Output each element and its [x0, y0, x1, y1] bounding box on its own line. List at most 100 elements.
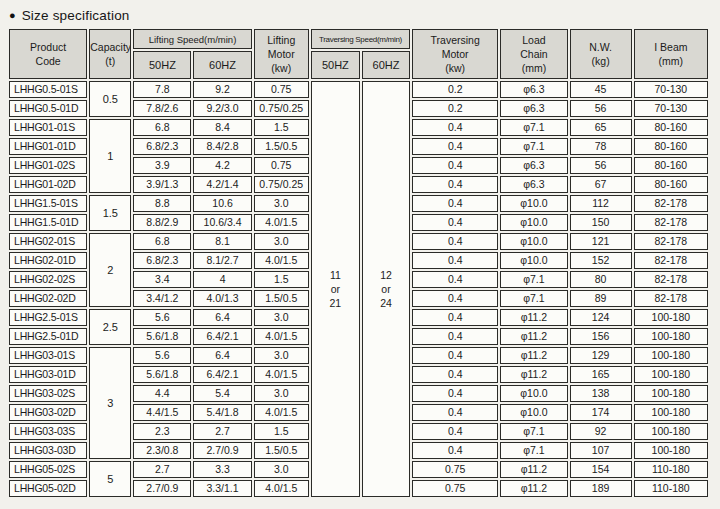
cell-lifting-speed-60hz: 9.2/3.0: [193, 100, 251, 117]
cell-lifting-speed-60hz: 2.7: [193, 423, 251, 440]
cell-product-code: LHHG0.5-01S: [9, 81, 87, 98]
cell-product-code: LHHG01-02S: [9, 157, 87, 174]
cell-traversing-motor: 0.2: [412, 100, 498, 117]
cell-lifting-speed-60hz: 3.3: [193, 461, 251, 478]
document-page: ● Size specification Product Code Capaci…: [0, 0, 720, 499]
cell-load-chain: φ7.1: [500, 423, 567, 440]
cell-lifting-motor: 3.0: [254, 195, 309, 212]
cell-traversing-motor: 0.4: [412, 442, 498, 459]
cell-nw: 107: [570, 442, 632, 459]
cell-i-beam: 110-180: [634, 480, 708, 497]
cell-capacity: 1.5: [89, 195, 131, 231]
cell-capacity: 0.5: [89, 81, 131, 117]
cell-nw: 112: [570, 195, 632, 212]
header-lifting-50hz: 50HZ: [133, 51, 191, 79]
cell-lifting-speed-60hz: 2.7/0.9: [193, 442, 251, 459]
cell-nw: 152: [570, 252, 632, 269]
cell-lifting-speed-50hz: 3.4: [133, 271, 191, 288]
header-lifting-60hz: 60HZ: [193, 51, 251, 79]
cell-capacity: 5: [89, 461, 131, 497]
cell-load-chain: φ6.3: [500, 81, 567, 98]
cell-traversing-motor: 0.75: [412, 461, 498, 478]
cell-lifting-motor: 0.75/0.25: [254, 100, 309, 117]
cell-i-beam: 82-178: [634, 271, 708, 288]
cell-lifting-motor: 1.5: [254, 119, 309, 136]
cell-nw: 56: [570, 157, 632, 174]
cell-i-beam: 100-180: [634, 442, 708, 459]
cell-load-chain: φ11.2: [500, 309, 567, 326]
cell-product-code: LHHG1.5-01D: [9, 214, 87, 231]
cell-i-beam: 80-160: [634, 176, 708, 193]
cell-lifting-speed-60hz: 5.4: [193, 385, 251, 402]
cell-lifting-speed-60hz: 4.2/1.4: [193, 176, 251, 193]
cell-lifting-speed-60hz: 4: [193, 271, 251, 288]
cell-i-beam: 80-160: [634, 138, 708, 155]
cell-lifting-motor: 4.0/1.5: [254, 404, 309, 421]
cell-nw: 129: [570, 347, 632, 364]
cell-i-beam: 82-178: [634, 195, 708, 212]
cell-load-chain: φ7.1: [500, 290, 567, 307]
cell-capacity: 1: [89, 119, 131, 193]
cell-load-chain: φ6.3: [500, 100, 567, 117]
bullet-icon: ●: [9, 10, 16, 21]
cell-capacity: 2: [89, 233, 131, 307]
cell-product-code: LHHG03-03S: [9, 423, 87, 440]
cell-lifting-motor: 3.0: [254, 233, 309, 250]
header-nw: N.W. (kg): [570, 29, 632, 79]
cell-lifting-speed-50hz: 8.8/2.9: [133, 214, 191, 231]
cell-product-code: LHHG02-01S: [9, 233, 87, 250]
cell-nw: 78: [570, 138, 632, 155]
cell-load-chain: φ11.2: [500, 461, 567, 478]
cell-lifting-speed-60hz: 8.1: [193, 233, 251, 250]
cell-nw: 150: [570, 214, 632, 231]
cell-traversing-motor: 0.4: [412, 347, 498, 364]
cell-traversing-motor: 0.4: [412, 309, 498, 326]
header-capacity: Capacity (t): [89, 29, 131, 79]
cell-product-code: LHHG05-02D: [9, 480, 87, 497]
header-load-chain: Load Chain (mm): [500, 29, 567, 79]
cell-nw: 45: [570, 81, 632, 98]
cell-nw: 89: [570, 290, 632, 307]
cell-traversing-motor: 0.2: [412, 81, 498, 98]
cell-i-beam: 100-180: [634, 385, 708, 402]
cell-lifting-speed-60hz: 8.4/2.8: [193, 138, 251, 155]
cell-lifting-speed-50hz: 5.6/1.8: [133, 328, 191, 345]
cell-product-code: LHHG02-02D: [9, 290, 87, 307]
cell-lifting-speed-50hz: 2.7: [133, 461, 191, 478]
cell-traversing-motor: 0.4: [412, 119, 498, 136]
cell-traversing-motor: 0.4: [412, 195, 498, 212]
cell-lifting-speed-50hz: 5.6: [133, 309, 191, 326]
cell-load-chain: φ7.1: [500, 119, 567, 136]
header-traversing-60hz: 60HZ: [362, 51, 410, 79]
table-row: LHHG0.5-01S0.57.89.20.7511 or 2112 or 24…: [9, 81, 708, 98]
cell-traversing-motor: 0.4: [412, 366, 498, 383]
cell-load-chain: φ11.2: [500, 328, 567, 345]
cell-i-beam: 100-180: [634, 309, 708, 326]
cell-traversing-motor: 0.4: [412, 157, 498, 174]
header-traversing-motor: Traversing Motor (kw): [412, 29, 498, 79]
header-traversing-50hz: 50HZ: [311, 51, 360, 79]
cell-i-beam: 100-180: [634, 404, 708, 421]
cell-traversing-motor: 0.4: [412, 252, 498, 269]
cell-i-beam: 70-130: [634, 100, 708, 117]
cell-nw: 174: [570, 404, 632, 421]
cell-traversing-motor: 0.4: [412, 271, 498, 288]
cell-product-code: LHHG03-02D: [9, 404, 87, 421]
cell-lifting-speed-50hz: 5.6/1.8: [133, 366, 191, 383]
cell-product-code: LHHG2.5-01S: [9, 309, 87, 326]
cell-lifting-motor: 0.75/0.25: [254, 176, 309, 193]
cell-lifting-motor: 3.0: [254, 461, 309, 478]
cell-lifting-speed-60hz: 3.3/1.1: [193, 480, 251, 497]
cell-i-beam: 82-178: [634, 214, 708, 231]
header-row-groups: Product Code Capacity (t) Lifting Speed(…: [9, 29, 708, 49]
cell-product-code: LHHG01-02D: [9, 176, 87, 193]
cell-traversing-motor: 0.4: [412, 176, 498, 193]
cell-lifting-speed-50hz: 6.8/2.3: [133, 138, 191, 155]
cell-load-chain: φ7.1: [500, 442, 567, 459]
cell-traversing-speed-50hz: 11 or 21: [311, 81, 360, 497]
cell-lifting-motor: 4.0/1.5: [254, 366, 309, 383]
cell-traversing-motor: 0.4: [412, 290, 498, 307]
cell-load-chain: φ10.0: [500, 404, 567, 421]
cell-lifting-speed-50hz: 6.8: [133, 233, 191, 250]
cell-product-code: LHHG03-03D: [9, 442, 87, 459]
